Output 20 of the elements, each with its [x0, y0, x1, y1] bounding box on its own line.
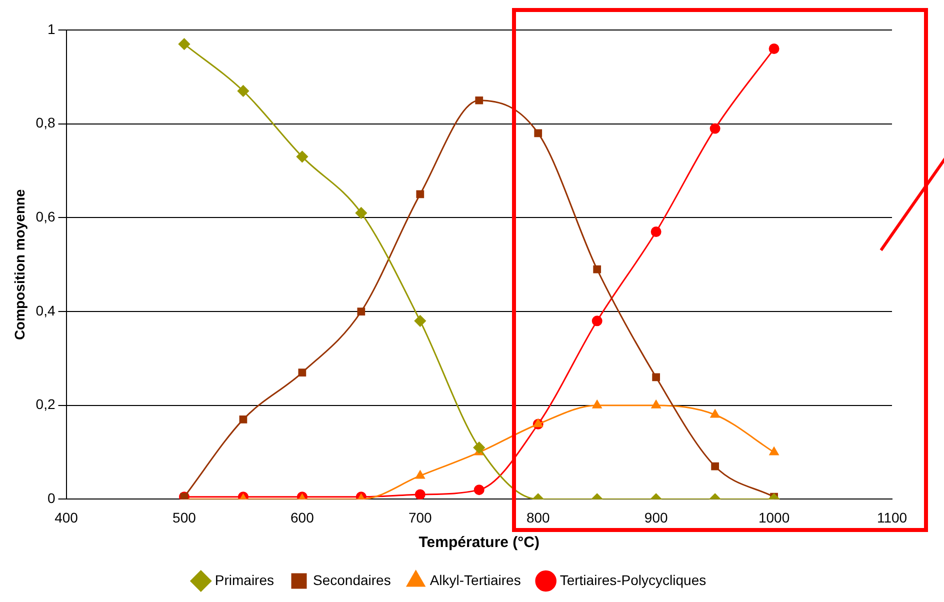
- legend-label: Secondaires: [313, 572, 391, 588]
- x-axis-title: Température (°C): [418, 534, 540, 552]
- y-tick-label: 1: [47, 20, 56, 37]
- x-tick-label: 400: [54, 509, 78, 526]
- y-tick-label: 0,8: [36, 114, 56, 131]
- x-tick-label: 500: [172, 509, 196, 526]
- x-tick-label: 700: [408, 509, 432, 526]
- y-tick-label: 0,2: [36, 396, 56, 412]
- legend-label: Alkyl-Tertiaires: [430, 572, 521, 588]
- y-tick-label: 0: [47, 490, 56, 506]
- x-tick-label: 600: [290, 509, 314, 526]
- y-axis-title: Composition moyenne: [11, 188, 28, 340]
- y-tick-label: 0,4: [36, 302, 56, 318]
- x-tick-label: 800: [526, 509, 550, 526]
- x-tick-label: 900: [644, 509, 668, 526]
- y-tick-label: 0,6: [36, 208, 56, 225]
- x-tick-label: 1000: [758, 509, 790, 526]
- x-tick-label: 1100: [876, 509, 908, 526]
- legend-label: Tertiaires-Polycycliques: [560, 572, 706, 588]
- legend-label: Primaires: [214, 572, 274, 588]
